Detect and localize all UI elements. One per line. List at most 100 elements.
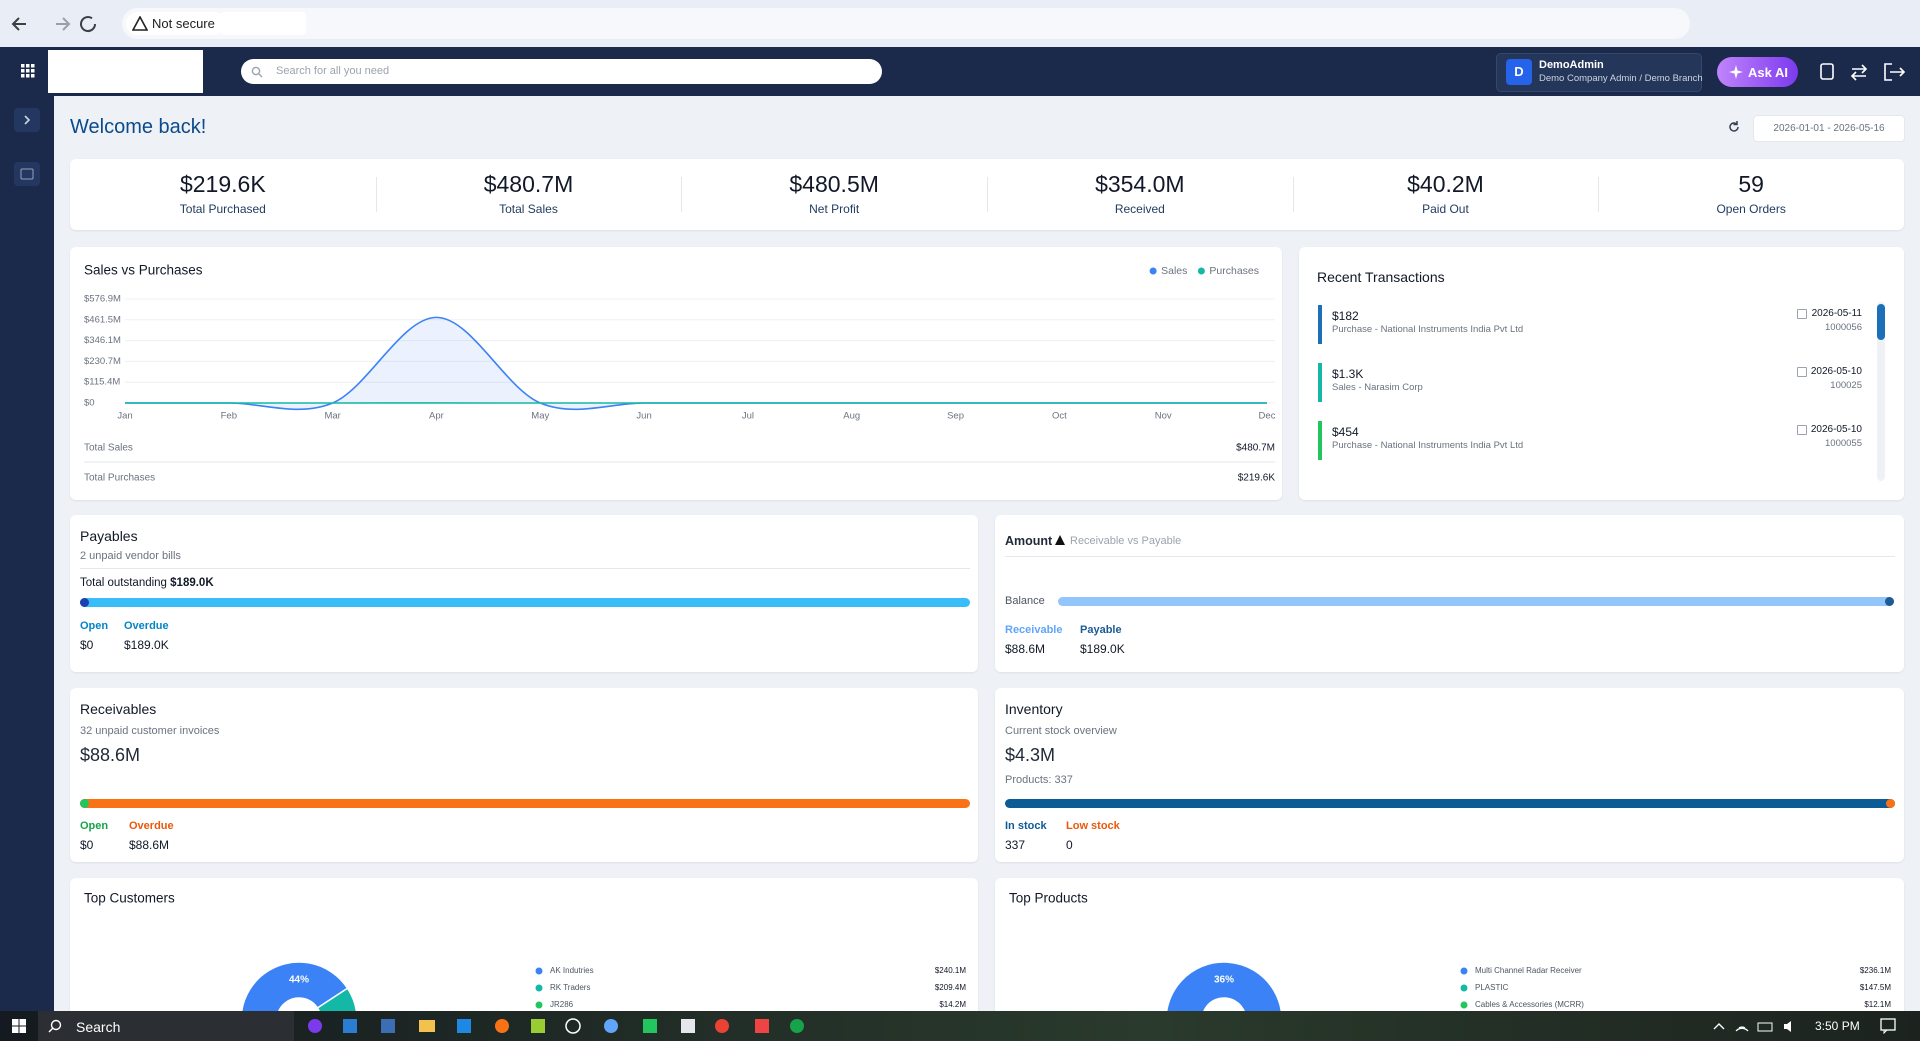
- kpi-divider: [1292, 177, 1294, 212]
- transaction-description: Purchase - National Instruments India Pv…: [1332, 440, 1524, 451]
- slice-label: 36%: [1214, 975, 1234, 986]
- kpi-divider: [375, 177, 377, 212]
- user-role: Demo Company Admin / Demo Branch: [1539, 73, 1703, 84]
- summary-label: Total Sales: [84, 443, 133, 454]
- address-bar[interactable]: [122, 8, 1690, 39]
- transaction-accent: [1318, 363, 1322, 402]
- y-tick-label: $461.5M: [84, 314, 121, 325]
- clock: 3:50 PM: [1815, 1019, 1860, 1033]
- search-bar[interactable]: [241, 59, 882, 84]
- card-subtitle: Current stock overview: [1005, 725, 1117, 737]
- transaction-amount: $182: [1332, 309, 1359, 323]
- date-range[interactable]: 2026-01-01 - 2026-05-16: [1753, 115, 1905, 142]
- kpi-label: Total Purchased: [179, 202, 266, 216]
- kpi-label: Net Profit: [809, 202, 860, 216]
- transaction-date: 2026-05-11: [1811, 308, 1862, 319]
- tray-icons[interactable]: [1712, 1019, 1802, 1034]
- legend-dot: [1460, 984, 1468, 992]
- scroll-track[interactable]: [1877, 302, 1885, 481]
- legend-label: Sales: [1161, 265, 1187, 277]
- progress-bar: [80, 799, 970, 808]
- sidebar-icons[interactable]: [14, 108, 40, 278]
- legend-dot: [1460, 1001, 1468, 1009]
- y-tick-label: $230.7M: [84, 356, 121, 367]
- legend-label: PLASTIC: [1475, 983, 1509, 992]
- top-customers-card: Top Customers AK Indutries $240.1M RK Trade…: [70, 878, 978, 1018]
- calendar-icon: [1797, 309, 1807, 319]
- open-value: $0: [80, 638, 94, 652]
- transaction-description: Sales - Narasim Corp: [1332, 382, 1423, 393]
- stock-bar: [1005, 799, 1895, 808]
- x-tick-label: Jul: [742, 411, 754, 422]
- balance-bar: [1058, 597, 1894, 606]
- summary-label: Total Purchases: [84, 473, 155, 484]
- security-chip[interactable]: Not secure: [126, 12, 225, 35]
- y-tick-label: $0: [84, 398, 95, 409]
- progress-bar: [80, 598, 970, 607]
- user-avatar: D: [1506, 59, 1532, 85]
- card-title: Amount: [1005, 534, 1053, 548]
- legend-value: $147.5M: [1860, 983, 1891, 992]
- line-chart: Sales vs Purchases $0 $115.4M $230.7M $346.1…: [84, 263, 1276, 484]
- products-count: Products: 337: [1005, 774, 1073, 786]
- browser-bar: Not secure: [0, 0, 1920, 47]
- apps-icon[interactable]: [21, 64, 35, 78]
- x-tick-label: Feb: [221, 411, 237, 422]
- outstanding-label: Total outstanding: [80, 577, 167, 589]
- transaction-amount: $454: [1332, 425, 1359, 439]
- scroll-thumb[interactable]: [1877, 304, 1885, 340]
- progress-cap: [80, 799, 89, 808]
- calendar-icon: [1797, 425, 1807, 435]
- x-tick-label: Sep: [947, 411, 964, 422]
- page-title: Welcome back!: [70, 116, 207, 138]
- kpi-divider: [1598, 177, 1600, 212]
- logo[interactable]: [48, 50, 203, 93]
- y-tick-label: $115.4M: [84, 377, 120, 388]
- card-subtitle: 32 unpaid customer invoices: [80, 725, 220, 737]
- transaction-date: 2026-05-10: [1810, 366, 1862, 377]
- donut-slice: [316, 987, 358, 1018]
- kpi-divider: [987, 177, 988, 212]
- sidebar: [0, 96, 54, 1011]
- transaction-amount: $1.3K: [1332, 367, 1364, 381]
- ask-ai-label: Ask AI: [1748, 65, 1788, 80]
- x-tick-label: May: [531, 411, 549, 422]
- kpi-value: $480.7M: [483, 171, 574, 197]
- legend-label: RK Traders: [550, 983, 590, 992]
- legend-low-stock: Low stock: [1066, 820, 1120, 832]
- legend-dot: [1460, 967, 1468, 975]
- notifications-icon[interactable]: [1880, 1018, 1896, 1034]
- x-tick-label: Jun: [636, 411, 651, 422]
- legend-value: $14.2M: [939, 1000, 966, 1009]
- x-tick-label: Dec: [1259, 411, 1276, 422]
- card-title: Receivables: [80, 701, 157, 717]
- taskbar-apps[interactable]: [305, 1016, 815, 1036]
- legend-value: $240.1M: [935, 966, 966, 975]
- x-tick-label: Nov: [1155, 411, 1172, 422]
- top-products-card: Top Products Multi Channel Radar Receiver…: [995, 878, 1904, 1018]
- amount-card: Amount Receivable vs Payable Balance Rec…: [995, 515, 1904, 672]
- y-tick-label: $576.9M: [84, 294, 121, 305]
- legend-in-stock: In stock: [1005, 820, 1047, 832]
- start-icon[interactable]: [12, 1019, 26, 1033]
- low-stock-value: 0: [1066, 838, 1073, 852]
- divider: [1005, 556, 1895, 557]
- x-tick-label: Oct: [1052, 411, 1067, 422]
- legend-overdue: Overdue: [124, 620, 169, 632]
- chart-title: Top Products: [1009, 891, 1088, 906]
- refresh-icon[interactable]: [1727, 120, 1741, 134]
- donut-chart: Top Products Multi Channel Radar Receiver…: [1009, 891, 1891, 1018]
- legend-overdue: Overdue: [129, 820, 174, 832]
- chart-title: Sales vs Purchases: [84, 263, 203, 278]
- taskbar: Search 3:50 PM: [0, 1011, 1920, 1041]
- taskbar-search-label: Search: [76, 1019, 121, 1035]
- taskbar-search[interactable]: [38, 1011, 294, 1041]
- transaction-accent: [1318, 421, 1322, 460]
- kpi-value: $480.5M: [789, 171, 879, 197]
- legend-label: Cables & Accessories (MCRR): [1475, 1000, 1584, 1009]
- user-name: DemoAdmin: [1539, 59, 1604, 71]
- x-tick-label: Mar: [324, 411, 340, 422]
- header-icons[interactable]: [1818, 61, 1913, 83]
- kpi-value: 59: [1738, 171, 1764, 197]
